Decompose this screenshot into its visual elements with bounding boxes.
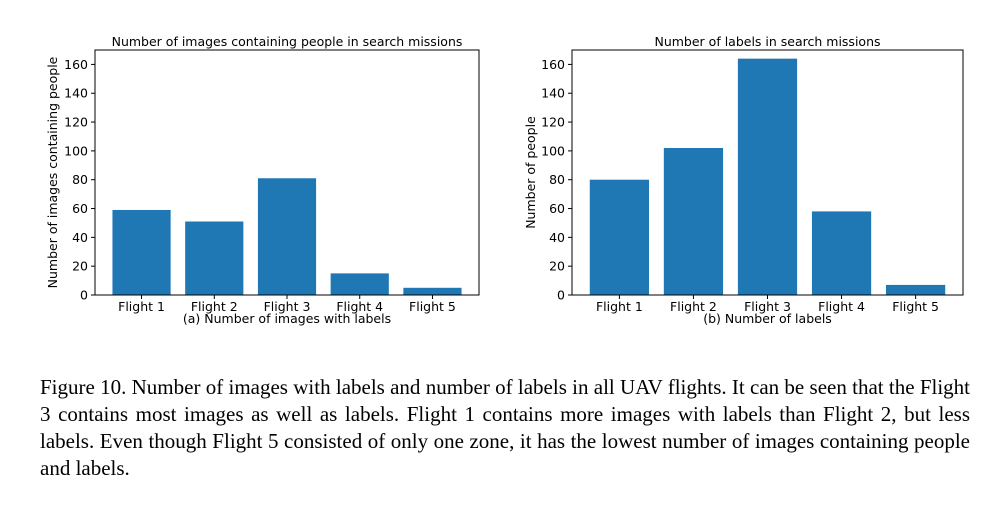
bar-flight-1 xyxy=(112,209,171,295)
bar-flight-4 xyxy=(330,273,389,295)
y-tick-label: 100 xyxy=(541,143,565,158)
x-tick-label: Flight 5 xyxy=(892,299,939,314)
x-tick-label: Flight 4 xyxy=(818,299,865,314)
y-tick-label: 20 xyxy=(72,259,88,274)
x-axis-label: (a) Number of images with labels xyxy=(183,311,391,326)
bar-flight-5 xyxy=(885,284,946,295)
bar-flight-1 xyxy=(589,179,650,295)
x-tick-label: Flight 1 xyxy=(596,299,643,314)
figure: 0 20 40 60 80 100 120 140 160 Flight 1 Flight 2 Fli… xyxy=(45,34,964,326)
bar-flight-4 xyxy=(811,211,872,295)
y-tick-label: 0 xyxy=(80,288,88,303)
y-tick-label: 40 xyxy=(72,230,88,245)
y-tick-label: 20 xyxy=(549,259,565,274)
bar-flight-3 xyxy=(737,58,798,296)
x-tick-label: Flight 3 xyxy=(744,299,791,314)
x-tick-label: Flight 4 xyxy=(336,299,383,314)
y-tick-label: 120 xyxy=(541,115,565,130)
x-tick-label: Flight 2 xyxy=(670,299,717,314)
y-tick-label: 80 xyxy=(549,172,565,187)
chart-title: Number of labels in search missions xyxy=(654,34,880,49)
y-tick-label: 80 xyxy=(72,172,88,187)
x-tick-label: Flight 3 xyxy=(264,299,311,314)
x-tick-label: Flight 5 xyxy=(409,299,456,314)
y-tick-label: 140 xyxy=(64,86,88,101)
x-axis-label: (b) Number of labels xyxy=(703,311,832,326)
y-tick-label: 140 xyxy=(541,86,565,101)
bar-flight-2 xyxy=(185,221,244,295)
bar-flight-2 xyxy=(663,148,724,295)
y-tick-label: 120 xyxy=(64,115,88,130)
y-tick-label: 100 xyxy=(64,143,88,158)
chart-b: 0 20 40 60 80 100 120 140 160 Flight 1 Flight 2 Fli… xyxy=(523,34,964,326)
y-tick-label: 160 xyxy=(541,57,565,72)
y-axis-label: Number of images containing people xyxy=(45,56,60,288)
x-tick-label: Flight 1 xyxy=(118,299,165,314)
chart-title: Number of images containing people in se… xyxy=(112,34,463,49)
x-tick-label: Flight 2 xyxy=(191,299,238,314)
bar-flight-5 xyxy=(403,287,462,295)
y-tick-label: 160 xyxy=(64,57,88,72)
bar-flight-3 xyxy=(257,178,317,295)
y-tick-label: 60 xyxy=(72,201,88,216)
y-tick-label: 40 xyxy=(549,230,565,245)
figure-caption: Figure 10. Number of images with labels … xyxy=(40,375,970,480)
chart-a: 0 20 40 60 80 100 120 140 160 Flight 1 Flight 2 Fli… xyxy=(45,34,480,326)
y-tick-label: 60 xyxy=(549,201,565,216)
y-tick-label: 0 xyxy=(557,288,565,303)
y-axis-label: Number of people xyxy=(523,116,538,229)
